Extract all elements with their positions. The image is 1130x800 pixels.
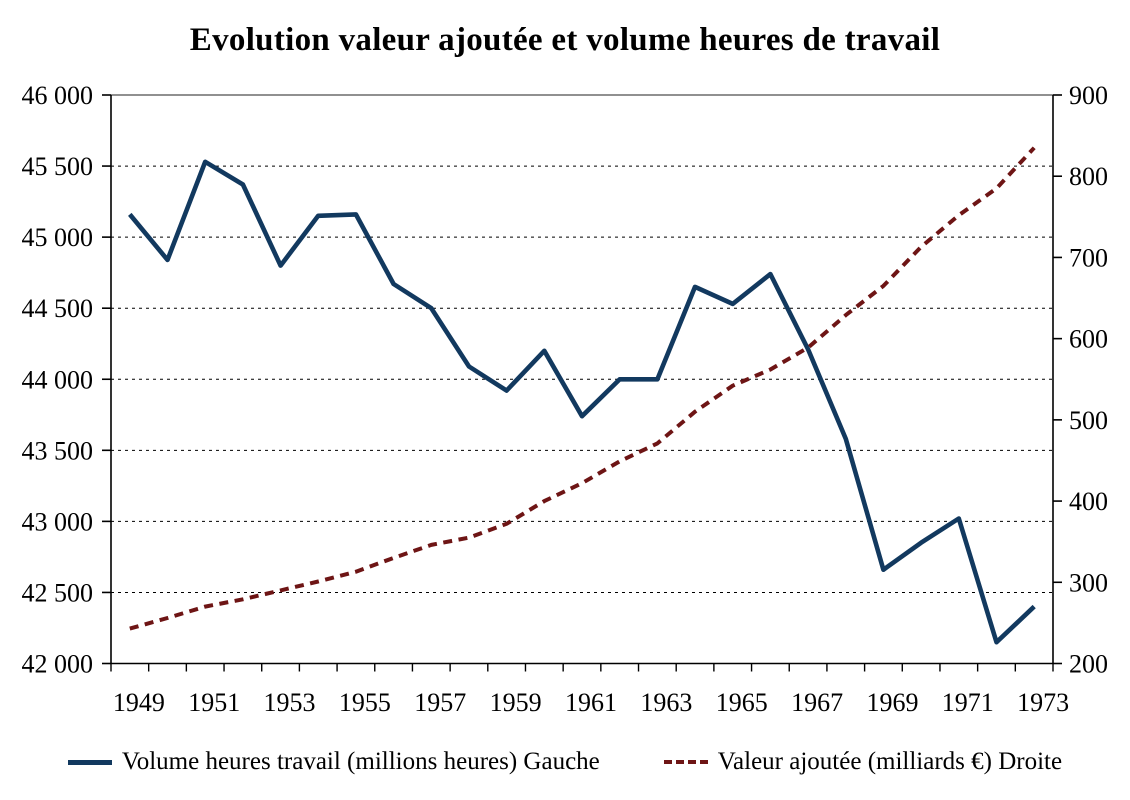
left-axis-label: 42 500 — [22, 578, 94, 607]
right-axis-label: 200 — [1069, 650, 1108, 679]
x-axis-label: 1971 — [942, 688, 994, 717]
x-axis-label: 1951 — [188, 688, 240, 717]
legend-label-valeur-ajoutee: Valeur ajoutée (milliards €) Droite — [717, 748, 1063, 775]
x-axis-label: 1949 — [113, 688, 165, 717]
right-axis-label: 600 — [1069, 325, 1108, 354]
volume-heures-line — [128, 159, 1036, 645]
x-axis-label: 1957 — [414, 688, 466, 717]
left-axis-label: 44 500 — [22, 294, 94, 323]
legend-swatch-dashed-line — [663, 760, 708, 764]
left-axis-label: 45 000 — [22, 223, 94, 252]
x-axis-label: 1973 — [1017, 688, 1069, 717]
legend-item-valeur-ajoutee: Valeur ajoutée (milliards €) Droite — [663, 748, 1063, 776]
left-axis-label: 44 000 — [22, 365, 94, 394]
left-axis-label: 43 000 — [22, 507, 94, 536]
legend-swatch-solid-line — [67, 759, 112, 765]
valeur-ajoutee-line — [129, 146, 1036, 631]
left-axis-label: 43 500 — [22, 436, 94, 465]
right-axis-label: 500 — [1069, 406, 1108, 435]
right-axis-label: 800 — [1069, 162, 1108, 191]
right-axis-label: 400 — [1069, 487, 1108, 516]
x-axis-label: 1967 — [791, 688, 843, 717]
legend-item-volume-heures: Volume heures travail (millions heures) … — [67, 748, 600, 776]
x-axis-label: 1959 — [490, 688, 542, 717]
left-axis-label: 46 000 — [22, 81, 94, 110]
chart-title: Evolution valeur ajoutée et volume heure… — [189, 22, 941, 58]
right-axis-label: 900 — [1069, 81, 1108, 110]
x-axis-label: 1965 — [716, 688, 768, 717]
legend: Volume heures travail (millions heures) … — [0, 748, 1130, 776]
left-axis-label: 45 500 — [22, 152, 94, 181]
legend-label-volume-heures: Volume heures travail (millions heures) … — [121, 748, 600, 775]
left-axis-label: 42 000 — [22, 650, 94, 679]
x-axis-label: 1953 — [264, 688, 316, 717]
right-axis-label: 300 — [1069, 568, 1108, 597]
right-axis-label: 700 — [1069, 243, 1108, 272]
x-axis-label: 1969 — [866, 688, 918, 717]
x-axis-label: 1961 — [565, 688, 617, 717]
x-axis-label: 1955 — [339, 688, 391, 717]
x-axis-label: 1963 — [640, 688, 692, 717]
